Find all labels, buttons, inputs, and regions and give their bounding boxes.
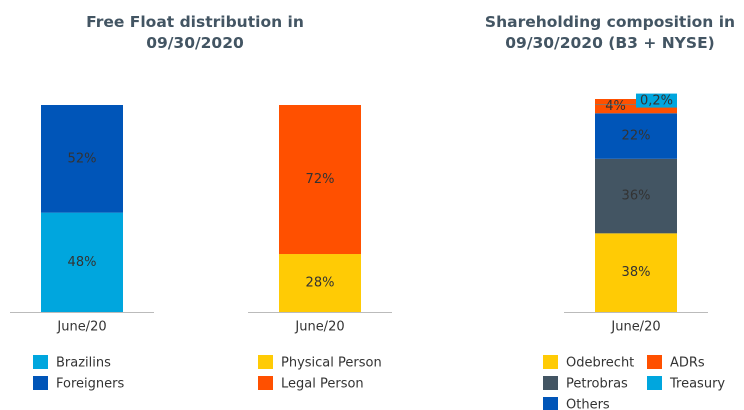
x-tick-label: June/20 — [294, 320, 344, 335]
bar-segment — [279, 254, 361, 312]
legend-swatch — [647, 376, 662, 390]
chart-title: Free Float distribution in 09/30/2020 — [86, 13, 304, 52]
legend-swatch — [33, 355, 48, 369]
legend-label: Legal Person — [281, 377, 364, 392]
bar-segment — [41, 212, 123, 312]
data-label: 72% — [306, 172, 335, 187]
data-label: 36% — [622, 189, 651, 204]
legend-label: Odebrecht — [566, 356, 634, 371]
data-label: 4% — [605, 99, 626, 114]
legend-label: Treasury — [669, 377, 725, 392]
legend-swatch — [543, 355, 558, 369]
legend-label: Petrobras — [566, 377, 628, 392]
data-label: 52% — [68, 151, 97, 166]
bar-segment — [279, 105, 361, 255]
legend-swatch — [258, 376, 273, 390]
x-tick-label: June/20 — [56, 320, 106, 335]
x-tick-label: June/20 — [610, 320, 660, 335]
legend-label: Others — [566, 398, 610, 410]
data-label: 28% — [306, 276, 335, 291]
data-label: 38% — [622, 265, 651, 280]
bar-segment — [41, 105, 123, 213]
bar-segment — [595, 233, 677, 312]
data-label: 0,2% — [640, 94, 673, 109]
data-label: 22% — [622, 129, 651, 144]
label-box — [636, 93, 677, 108]
legend-swatch — [543, 397, 558, 410]
bar-segment — [595, 158, 677, 234]
legend-label: Physical Person — [281, 356, 382, 371]
label-box — [595, 99, 636, 113]
data-label: 48% — [68, 255, 97, 270]
legend-swatch — [647, 355, 662, 369]
legend-swatch — [258, 355, 273, 369]
legend-label: Brazilins — [56, 356, 111, 371]
legend-label: ADRs — [670, 356, 705, 371]
bar-segment — [595, 113, 677, 159]
legend-swatch — [543, 376, 558, 390]
chart-title: Shareholding composition in 09/30/2020 (… — [484, 13, 736, 52]
legend-label: Foreigners — [56, 377, 124, 392]
legend-swatch — [33, 376, 48, 390]
